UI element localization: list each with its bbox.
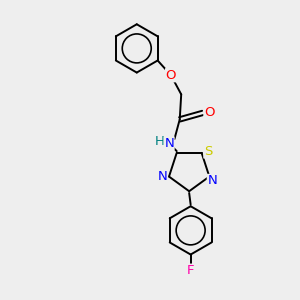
Text: F: F [187,264,194,277]
Text: O: O [166,69,176,82]
Text: N: N [164,137,174,150]
Text: N: N [158,170,167,183]
Text: S: S [204,145,212,158]
Text: N: N [207,175,217,188]
Text: H: H [155,135,165,148]
Text: O: O [204,106,214,119]
